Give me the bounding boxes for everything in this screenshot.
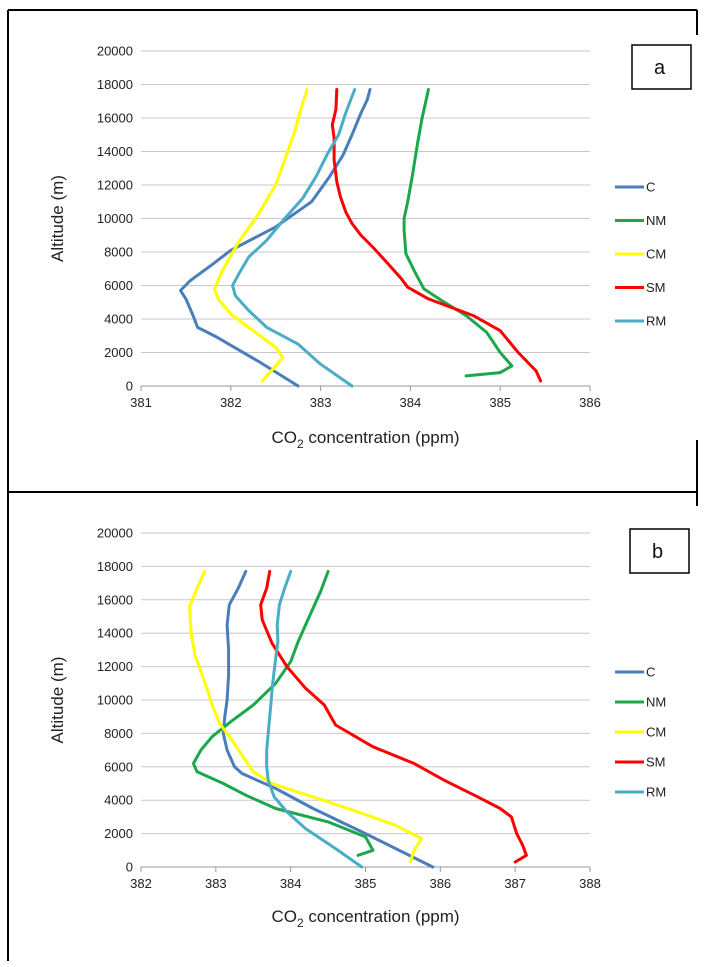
series-line-rm — [265, 569, 364, 869]
x-axis-title: CO2 concentration (ppm) — [271, 428, 459, 451]
y-tick-label: 16000 — [97, 111, 133, 126]
series-line-cm — [188, 569, 424, 864]
series-line-sm — [330, 88, 543, 383]
y-tick-label: 16000 — [97, 592, 133, 607]
x-tick-label: 386 — [579, 395, 601, 410]
y-tick-label: 14000 — [97, 626, 133, 641]
panel-label-box — [629, 528, 690, 574]
y-tick-label: 8000 — [104, 245, 133, 260]
chart-panel-a: 0 2000 4000 6000 8000 10000 12000 14000 16000 180… — [48, 44, 692, 451]
x-tick-label: 386 — [429, 876, 451, 891]
y-tick-label: 4000 — [104, 793, 133, 808]
x-tick-label: 384 — [280, 876, 302, 891]
y-tick-label: 2000 — [104, 345, 133, 360]
series-line-c — [221, 569, 435, 869]
series-line-rm — [231, 88, 357, 388]
legend-label-c: C — [646, 180, 655, 195]
panel-label: a — [654, 57, 666, 79]
legend-label-rm: RM — [646, 785, 666, 800]
y-tick-label: 18000 — [97, 559, 133, 574]
y-tick-label: 14000 — [97, 144, 133, 159]
y-tick-label: 6000 — [104, 759, 133, 774]
y-tick-label: 12000 — [97, 178, 133, 193]
series-line-nm — [191, 569, 375, 857]
x-tick-label: 382 — [220, 395, 242, 410]
x-tick-label: 385 — [489, 395, 511, 410]
panel-label: b — [652, 541, 663, 563]
x-tick-label: 383 — [310, 395, 332, 410]
legend-label-cm: CM — [646, 247, 666, 262]
legend-label-nm: NM — [646, 695, 666, 710]
x-tick-label: 382 — [130, 876, 152, 891]
y-tick-label: 0 — [126, 860, 133, 875]
legend-label-nm: NM — [646, 213, 666, 228]
y-tick-label: 10000 — [97, 211, 133, 226]
legend-label-sm: SM — [646, 755, 666, 770]
y-axis-title: Altitude (m) — [48, 175, 67, 262]
y-tick-label: 12000 — [97, 659, 133, 674]
y-tick-label: 2000 — [104, 826, 133, 841]
series-line-cm — [213, 88, 309, 383]
x-tick-label: 387 — [504, 876, 526, 891]
y-tick-label: 18000 — [97, 77, 133, 92]
panel-label-box — [631, 44, 692, 90]
legend-label-cm: CM — [646, 725, 666, 740]
x-axis-title: CO2 concentration (ppm) — [271, 907, 459, 930]
x-tick-label: 383 — [205, 876, 227, 891]
series-line-nm — [402, 88, 514, 378]
y-tick-label: 0 — [126, 379, 133, 394]
x-tick-label: 385 — [355, 876, 377, 891]
y-axis-title: Altitude (m) — [48, 657, 67, 744]
legend-label-rm: RM — [646, 314, 666, 329]
series-line-sm — [259, 569, 528, 864]
legend-label-sm: SM — [646, 280, 666, 295]
y-tick-label: 6000 — [104, 278, 133, 293]
x-tick-label: 384 — [400, 395, 422, 410]
x-tick-label: 388 — [579, 876, 601, 891]
y-tick-label: 20000 — [97, 44, 133, 59]
chart-panel-b: 0 2000 4000 6000 8000 10000 12000 14000 16000 180… — [48, 526, 690, 930]
y-tick-label: 8000 — [104, 726, 133, 741]
series-line-c — [179, 88, 372, 388]
x-tick-label: 381 — [130, 395, 152, 410]
legend-label-c: C — [646, 665, 655, 680]
y-tick-label: 10000 — [97, 693, 133, 708]
y-tick-label: 4000 — [104, 312, 133, 327]
y-tick-label: 20000 — [97, 526, 133, 541]
